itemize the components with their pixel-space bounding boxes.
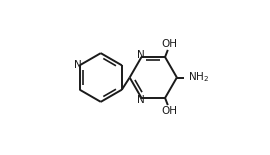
Text: N: N: [74, 60, 82, 70]
Text: N: N: [137, 95, 144, 105]
Text: OH: OH: [162, 106, 178, 116]
Text: OH: OH: [162, 39, 178, 49]
Text: NH$_2$: NH$_2$: [188, 71, 209, 84]
Text: N: N: [137, 50, 144, 60]
